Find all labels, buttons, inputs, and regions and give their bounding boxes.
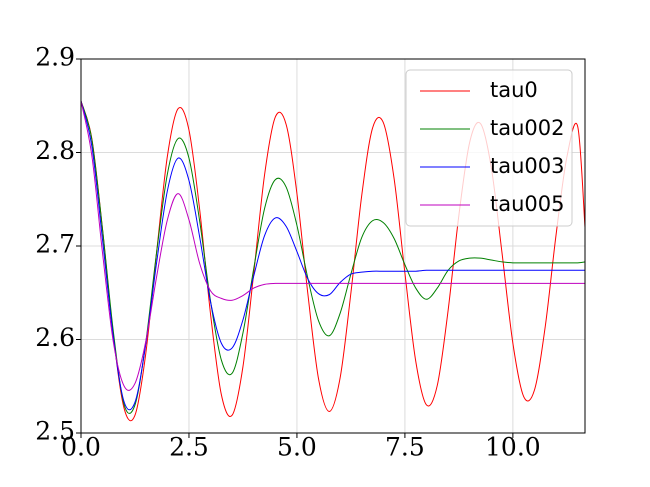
legend-label: tau003 [490, 154, 565, 178]
y-tick-label: 2.9 [35, 43, 75, 72]
x-tick-label: 10.0 [485, 433, 541, 462]
plot-frame [80, 58, 586, 434]
series-line [81, 100, 585, 391]
series-line [81, 100, 585, 414]
legend-label: tau005 [490, 192, 565, 216]
x-tick-label: 7.5 [385, 433, 425, 462]
legend-label: tau002 [490, 116, 565, 140]
y-tick-label: 2.6 [35, 323, 75, 352]
series-line [81, 100, 585, 422]
legend: tau0 tau002 tau003 tau005 [405, 69, 573, 227]
y-tick-label: 2.8 [35, 136, 75, 165]
y-tick-label: 2.7 [35, 230, 75, 259]
legend-box [405, 69, 573, 227]
x-tick-label: 2.5 [169, 433, 209, 462]
y-tick-label: 2.5 [35, 417, 75, 446]
series-line [81, 100, 585, 411]
legend-label: tau0 [490, 78, 538, 102]
x-tick-label: 0.0 [61, 433, 101, 462]
x-tick-label: 5.0 [277, 433, 317, 462]
